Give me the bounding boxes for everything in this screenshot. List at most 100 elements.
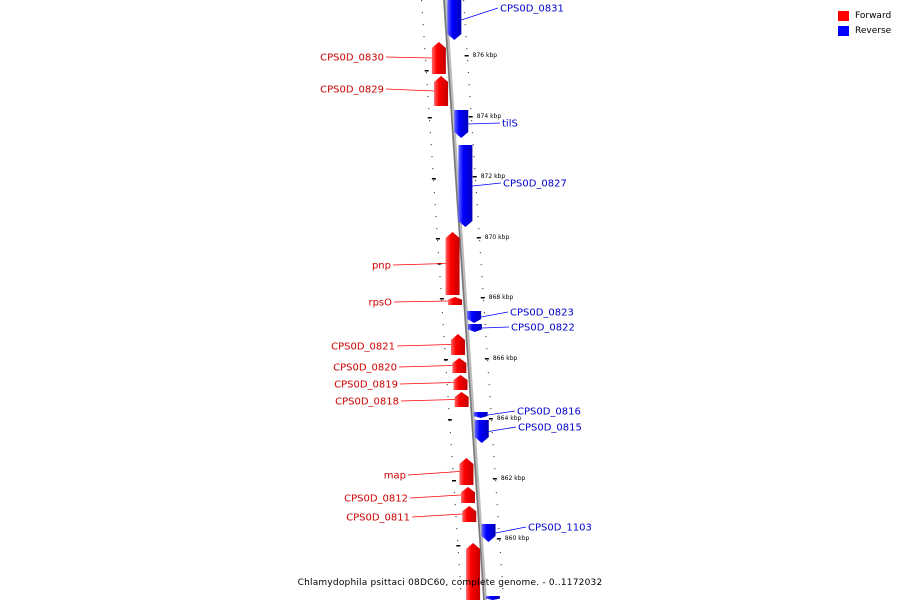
genome-caption: Chlamydophila psittaci 08DC60, complete …	[297, 578, 603, 588]
track-dot	[466, 48, 468, 50]
track-dot	[463, 12, 465, 14]
track-dot	[484, 324, 486, 326]
track-dot	[471, 120, 473, 122]
label-leader	[495, 526, 527, 534]
minor-tick	[427, 117, 432, 119]
gene-label: CPS0D_1103	[528, 523, 592, 534]
label-leader	[396, 344, 451, 347]
gene-arrow	[461, 487, 475, 503]
minor-tick	[424, 70, 429, 72]
track-dot	[467, 72, 469, 74]
track-dot	[476, 204, 478, 206]
minor-tick	[456, 545, 461, 547]
label-leader	[468, 122, 501, 125]
scale-label: 872 kbp	[481, 173, 506, 180]
label-leader	[392, 263, 446, 266]
gene-label: CPS0D_0829	[320, 85, 384, 96]
track-dot	[479, 240, 481, 242]
track-dot	[427, 96, 429, 98]
label-leader	[407, 471, 460, 476]
track-dot	[430, 144, 432, 146]
legend-reverse: Reverse	[838, 23, 898, 38]
track-dot	[441, 312, 443, 314]
track-dot	[470, 108, 472, 110]
scale-tick	[468, 116, 473, 118]
gene-arrow	[448, 297, 463, 305]
gene-label: pnp	[372, 261, 391, 272]
track-dot	[433, 180, 435, 182]
track-dot	[464, 24, 466, 26]
scale-label: 870 kbp	[485, 234, 510, 241]
track-dot	[485, 336, 487, 338]
track-dot	[429, 120, 431, 122]
track-dot	[449, 420, 451, 422]
minor-tick	[439, 298, 444, 300]
gene-label: map	[384, 471, 406, 482]
track-dot	[456, 528, 458, 530]
track-dot	[453, 492, 455, 494]
forward-swatch	[838, 10, 849, 21]
track-dot	[499, 540, 501, 542]
gene-arrow	[447, 0, 462, 40]
gene-arrow	[452, 358, 467, 373]
track-dot	[480, 264, 482, 266]
gene-label: CPS0D_0811	[346, 513, 410, 524]
gene-label: CPS0D_0821	[331, 342, 395, 353]
scale-label: 864 kbp	[497, 415, 522, 422]
label-leader	[472, 182, 502, 187]
track-dot	[422, 24, 424, 26]
scale-label: 876 kbp	[473, 52, 498, 59]
track-dot	[471, 132, 473, 134]
track-dot	[488, 384, 490, 386]
label-leader	[409, 494, 462, 499]
gene-label: CPS0D_0831	[500, 4, 564, 15]
label-leader	[399, 382, 454, 385]
gene-arrow	[473, 412, 488, 418]
track-dot	[475, 180, 477, 182]
gene-label: CPS0D_0816	[517, 407, 581, 418]
scale-tick	[464, 55, 469, 57]
track-dot	[496, 504, 498, 506]
gene-label: CPS0D_0815	[518, 423, 582, 434]
track-dot	[429, 132, 431, 134]
track-dot	[445, 360, 447, 362]
minor-tick	[447, 419, 452, 421]
track-dot	[467, 60, 469, 62]
track-dot	[465, 36, 467, 38]
gene-arrow	[466, 543, 481, 600]
gene-arrow	[458, 145, 473, 227]
track-dot	[468, 84, 470, 86]
genome-axis	[443, 0, 485, 600]
minor-tick	[443, 359, 448, 361]
label-leader	[461, 7, 499, 21]
minor-tick	[435, 238, 440, 240]
track-dot	[483, 300, 485, 302]
track-dot	[477, 216, 479, 218]
track-dot	[483, 312, 485, 314]
track-dot	[441, 300, 443, 302]
scale-label: 866 kbp	[493, 355, 518, 362]
track-dot	[423, 36, 425, 38]
track-dot	[426, 84, 428, 86]
gene-label: rpsO	[368, 298, 392, 309]
scale-label: 862 kbp	[501, 475, 526, 482]
track-dot	[487, 360, 489, 362]
label-leader	[400, 399, 455, 402]
gene-arrow	[431, 42, 446, 74]
track-dot	[450, 444, 452, 446]
legend-forward: Forward	[838, 8, 898, 23]
track-dot	[421, 0, 423, 2]
gene-arrow	[467, 311, 482, 323]
minor-tick	[431, 178, 436, 180]
minor-tick	[452, 480, 456, 482]
track-dot	[433, 192, 435, 194]
gene-arrow	[453, 375, 468, 390]
scale-tick	[488, 418, 493, 420]
scale-tick	[476, 237, 481, 239]
scale-label: 868 kbp	[489, 294, 514, 301]
gene-label: CPS0D_0820	[333, 363, 397, 374]
track-dot	[492, 444, 494, 446]
gene-arrow	[462, 506, 477, 522]
track-dot	[442, 324, 444, 326]
